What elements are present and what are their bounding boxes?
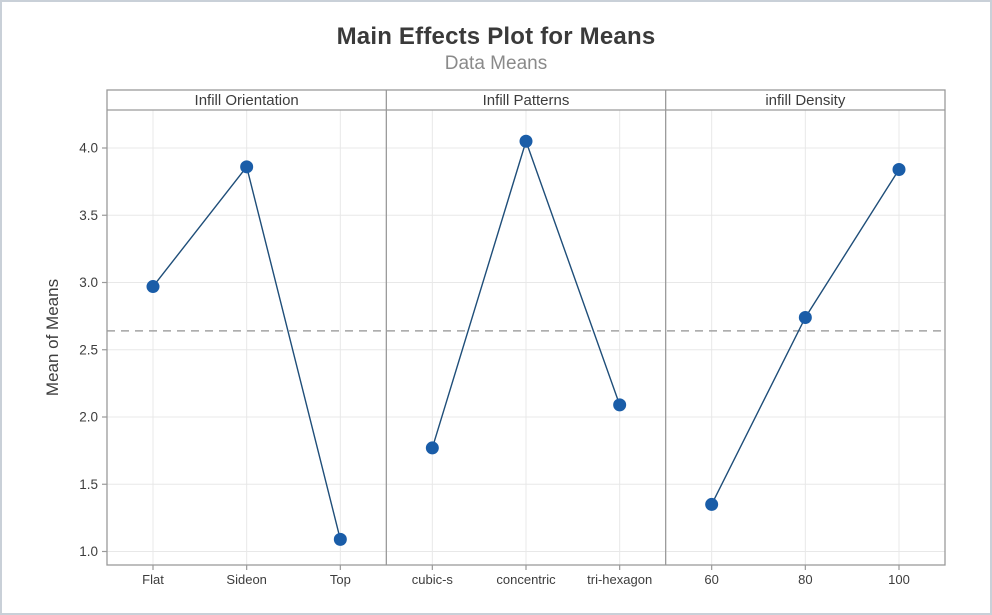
data-point <box>333 532 347 546</box>
chart-subtitle: Data Means <box>444 53 548 74</box>
x-tick-label: Flat <box>142 572 164 587</box>
data-point <box>705 497 719 511</box>
panel-header-label: Infill Orientation <box>195 92 299 109</box>
x-tick-label: 100 <box>888 572 910 587</box>
x-tick-label: Top <box>330 572 351 587</box>
y-tick-label: 1.5 <box>79 477 98 492</box>
chart-title: Main Effects Plot for Means <box>336 23 656 50</box>
panel-header-label: Infill Patterns <box>483 92 570 109</box>
y-tick-label: 1.0 <box>79 544 98 559</box>
y-tick-label: 2.5 <box>79 342 98 357</box>
x-tick-label: Sideon <box>226 572 266 587</box>
y-axis-title: Mean of Means <box>43 279 62 396</box>
x-tick-label: tri-hexagon <box>587 572 652 587</box>
data-point <box>146 280 160 294</box>
y-tick-label: 3.0 <box>79 275 98 290</box>
data-point <box>519 134 533 148</box>
data-point <box>892 163 906 177</box>
y-tick-label: 3.5 <box>79 208 98 223</box>
data-point <box>425 441 439 455</box>
x-tick-label: concentric <box>496 572 556 587</box>
y-tick-label: 4.0 <box>79 141 98 156</box>
data-point <box>798 310 812 324</box>
y-tick-label: 2.0 <box>79 410 98 425</box>
x-tick-label: 60 <box>704 572 718 587</box>
x-tick-label: 80 <box>798 572 812 587</box>
panel-header-label: infill Density <box>765 92 846 109</box>
x-tick-label: cubic-s <box>412 572 454 587</box>
data-point <box>240 160 254 174</box>
data-point <box>613 398 627 412</box>
